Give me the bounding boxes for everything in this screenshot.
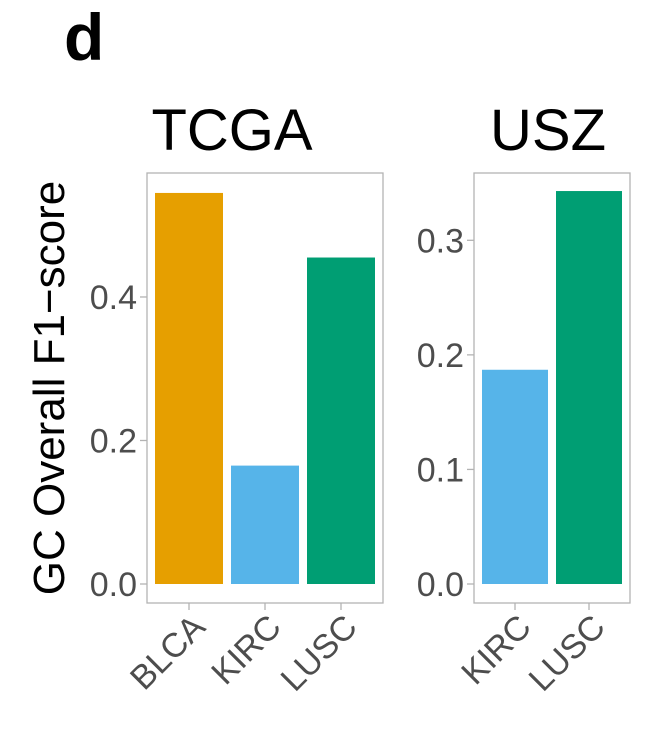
- bars-usz: [482, 191, 622, 584]
- bar-lusc: [556, 191, 622, 584]
- plot-frame-tcga: [146, 172, 384, 604]
- y-tick-label: 0.3: [417, 222, 464, 260]
- bar-blca: [155, 192, 223, 584]
- x-tick-label-kirc: KIRC: [454, 608, 538, 692]
- x-tick-label-lusc: LUSC: [522, 608, 613, 699]
- bar-kirc: [231, 465, 299, 584]
- x-tick-label-kirc: KIRC: [204, 608, 288, 692]
- y-tick-label: 0.2: [90, 422, 137, 460]
- x-tick-label-lusc: LUSC: [274, 608, 365, 699]
- bar-lusc: [307, 257, 375, 584]
- bar-kirc: [482, 369, 548, 584]
- panel-letter: d: [64, 0, 104, 74]
- plot-frame-usz: [473, 172, 631, 604]
- facet-title-tcga: TCGA: [151, 98, 312, 163]
- y-tick-label: 0.0: [90, 566, 137, 604]
- y-ticks-usz: 0.0 0.1 0.2 0.3: [417, 222, 474, 604]
- bars-tcga: [155, 192, 375, 584]
- cropped-top-text: [212, 0, 382, 6]
- x-tick-label-blca: BLCA: [123, 608, 213, 698]
- y-tick-label: 0.1: [417, 451, 464, 489]
- y-axis-title: GC Overall F1−score: [25, 181, 74, 595]
- y-tick-label: 0.0: [417, 566, 464, 604]
- facet-title-usz: USZ: [490, 98, 606, 163]
- y-tick-label: 0.4: [90, 279, 137, 317]
- y-ticks-tcga: 0.0 0.2 0.4: [90, 279, 147, 604]
- y-tick-label: 0.2: [417, 337, 464, 375]
